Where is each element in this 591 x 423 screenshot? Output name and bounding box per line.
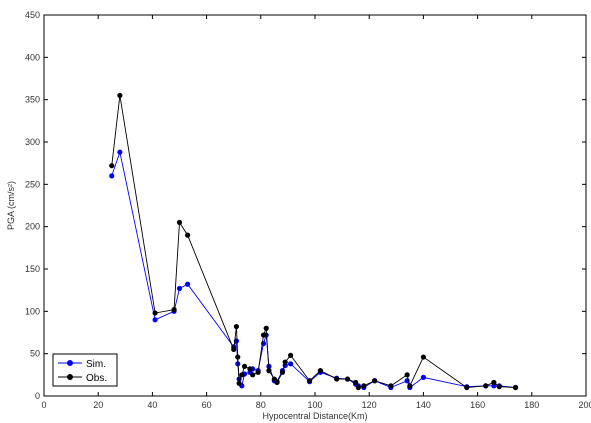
y-tick-label: 200	[25, 222, 40, 232]
data-point	[233, 323, 240, 330]
data-point	[263, 325, 269, 331]
series-line	[111, 95, 516, 389]
x-tick-label: 120	[362, 400, 377, 410]
x-tick-label: 180	[524, 400, 539, 410]
data-point	[353, 379, 359, 386]
data-point	[491, 379, 497, 386]
x-tick-label: 40	[147, 400, 157, 410]
series-layer	[109, 92, 519, 391]
x-axis-ticks: 0 20 40 60 80 100 120 140 160 180 200	[41, 15, 591, 410]
data-point	[117, 92, 123, 99]
data-point	[334, 376, 340, 382]
x-tick-label: 160	[470, 400, 485, 410]
y-tick-label: 50	[30, 349, 40, 359]
data-point	[176, 219, 183, 226]
data-point	[344, 376, 351, 382]
data-point	[176, 285, 183, 292]
x-tick-label: 0	[41, 400, 46, 410]
x-tick-label: 200	[578, 400, 591, 410]
series-obs	[109, 92, 519, 391]
data-point	[117, 149, 123, 155]
data-point	[235, 354, 241, 360]
y-tick-label: 400	[25, 52, 40, 62]
data-point	[266, 368, 272, 374]
data-point	[512, 384, 519, 391]
data-point	[236, 380, 242, 386]
y-tick-label: 0	[35, 391, 40, 401]
x-tick-label: 100	[307, 400, 322, 410]
data-point	[152, 310, 158, 316]
data-point	[274, 379, 280, 386]
legend-obs-label: Obs.	[86, 373, 107, 384]
y-tick-label: 250	[25, 179, 40, 189]
y-axis-ticks: 0 50 100 150 200 250 300 350 400 450	[25, 10, 586, 401]
data-point	[109, 163, 115, 169]
data-point	[279, 369, 286, 375]
data-point	[388, 383, 394, 389]
data-point	[407, 383, 413, 389]
plot-frame	[43, 14, 587, 397]
data-point	[255, 369, 261, 375]
x-tick-label: 20	[93, 400, 103, 410]
data-point	[317, 368, 324, 374]
data-point	[404, 372, 410, 378]
x-tick-label: 60	[202, 400, 212, 410]
y-tick-label: 150	[25, 264, 40, 274]
legend-sim-marker	[67, 360, 73, 366]
legend-box	[52, 353, 118, 387]
y-tick-label: 100	[25, 306, 40, 316]
data-point	[152, 317, 158, 323]
data-point	[109, 173, 115, 179]
data-point	[420, 374, 426, 380]
y-axis-label: PGA (cm/s²)	[6, 181, 16, 230]
data-point	[496, 384, 502, 390]
y-tick-label: 450	[25, 10, 40, 20]
data-point	[241, 363, 248, 369]
data-point	[185, 232, 191, 238]
data-point	[288, 361, 294, 367]
data-point	[247, 366, 253, 372]
data-point	[231, 346, 237, 353]
data-point	[355, 384, 361, 391]
data-point	[171, 307, 177, 313]
legend-sim-label: Sim.	[86, 359, 106, 370]
legend-obs-marker	[67, 374, 73, 380]
data-point	[420, 354, 426, 360]
data-point	[282, 359, 288, 365]
legend: Sim. Obs.	[52, 353, 118, 387]
data-point	[185, 281, 191, 287]
data-point	[483, 383, 489, 389]
data-point	[250, 372, 256, 378]
x-tick-label: 80	[256, 400, 266, 410]
data-point	[260, 332, 267, 338]
y-tick-label: 300	[25, 137, 40, 147]
data-point	[288, 352, 294, 358]
data-point	[372, 378, 378, 384]
data-point	[361, 383, 367, 389]
data-point	[239, 372, 245, 378]
x-tick-label: 140	[416, 400, 431, 410]
y-tick-label: 350	[25, 95, 40, 105]
x-axis-label: Hypocentral Distance(Km)	[262, 411, 367, 421]
data-point	[306, 378, 313, 384]
data-point	[464, 384, 470, 391]
